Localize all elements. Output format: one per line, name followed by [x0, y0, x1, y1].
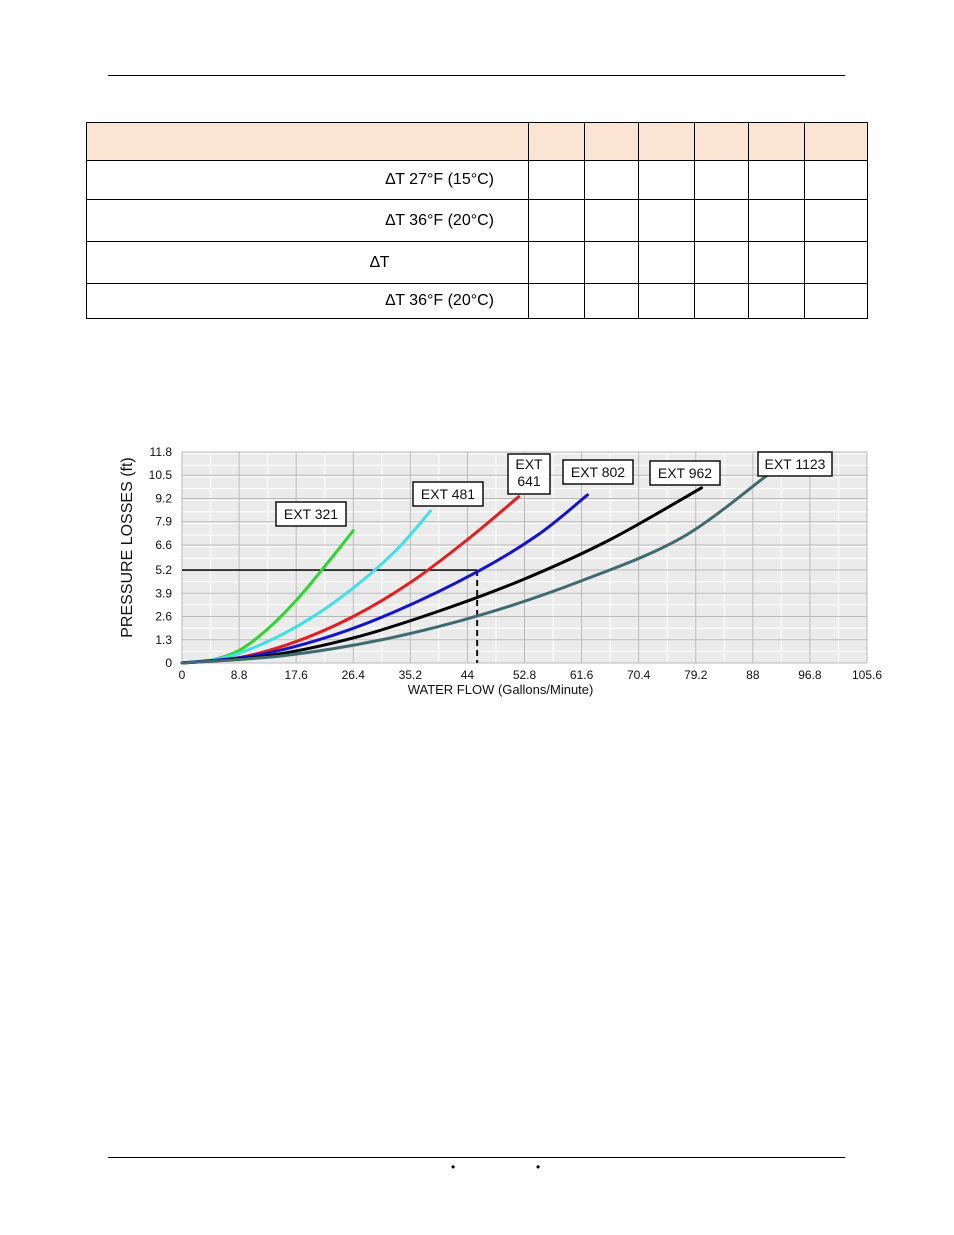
- table-cell: [748, 241, 805, 284]
- table-cell: [804, 160, 868, 200]
- table-cell: [584, 241, 639, 284]
- table-cell: [638, 199, 695, 242]
- table-cell: [638, 241, 695, 284]
- y-tick-label: 6.6: [155, 538, 172, 552]
- y-tick-label: 3.9: [155, 586, 172, 600]
- y-tick-label: 5.2: [155, 563, 172, 577]
- series-line-ext-481: [180, 509, 432, 665]
- footer-bullet: •: [536, 1160, 541, 1174]
- table-row: ∆T 27°F (15°C): [86, 160, 868, 200]
- table-row: ∆T: [86, 241, 868, 284]
- table-cell: [694, 283, 749, 319]
- table-cell: [694, 160, 749, 200]
- series-label-box-ext-321: [275, 501, 347, 527]
- table-cell: [694, 241, 749, 284]
- row-label: ∆T 36°F (20°C): [86, 283, 529, 319]
- table-cell: [804, 283, 868, 319]
- x-tick-label: 17.6: [284, 668, 308, 682]
- y-tick-label: 9.2: [155, 491, 172, 505]
- table-cell: [694, 199, 749, 242]
- header-cell: [584, 122, 639, 161]
- header-cell: [86, 122, 529, 161]
- y-tick-label: 1.3: [155, 633, 172, 647]
- y-tick-label: 2.6: [155, 610, 172, 624]
- x-tick-label: 0: [179, 668, 186, 682]
- series-label-ext-321: EXT 321: [284, 506, 338, 522]
- series-label-ext-962: EXT 962: [658, 465, 712, 481]
- table-cell: [638, 160, 695, 200]
- x-tick-label: 70.4: [627, 668, 651, 682]
- header-cell: [528, 122, 585, 161]
- series-label-ext-802: EXT 802: [571, 464, 625, 480]
- x-tick-label: 26.4: [342, 668, 366, 682]
- header-cell: [638, 122, 695, 161]
- series-label-ext-641: 641: [517, 473, 541, 489]
- spec-table: ∆T 27°F (15°C) ∆T 36°F (20°C) ∆T ∆T 36°F…: [86, 122, 868, 319]
- x-tick-label: 88: [746, 668, 760, 682]
- table-cell: [748, 283, 805, 319]
- table-cell: [804, 199, 868, 242]
- y-tick-label: 10.5: [149, 468, 173, 482]
- table-row: ∆T 36°F (20°C): [86, 199, 868, 242]
- series-label-box-ext-962: [649, 460, 721, 486]
- x-tick-label: 96.8: [798, 668, 822, 682]
- series-label-box-ext-641: [507, 453, 551, 495]
- table-cell: [638, 283, 695, 319]
- x-tick-label: 35.2: [399, 668, 423, 682]
- row-label: ∆T 27°F (15°C): [86, 160, 529, 200]
- series-label-box-ext-802: [562, 459, 634, 485]
- series-label-box-ext-1123: [757, 451, 833, 477]
- series-label-ext-641: EXT: [515, 456, 543, 472]
- x-tick-label: 44: [461, 668, 475, 682]
- footer-bullet: •: [451, 1160, 456, 1174]
- x-tick-label: 8.8: [231, 668, 248, 682]
- table-cell: [584, 199, 639, 242]
- table-row: ∆T 36°F (20°C): [86, 283, 868, 319]
- table-cell: [528, 241, 585, 284]
- x-axis-label: WATER FLOW (Gallons/Minute): [408, 682, 594, 697]
- y-tick-label: 7.9: [155, 515, 172, 529]
- series-label-ext-481: EXT 481: [421, 486, 475, 502]
- series-label-box-ext-481: [412, 481, 484, 507]
- header-cell: [694, 122, 749, 161]
- header-rule: [108, 75, 845, 76]
- x-tick-label: 79.2: [684, 668, 708, 682]
- row-label: ∆T 36°F (20°C): [86, 199, 529, 242]
- y-tick-label: 0: [165, 656, 172, 670]
- table-cell: [748, 160, 805, 200]
- pressure-loss-chart: 0 8.8 17.6 26.4 35.2 44 52.8 61.6 70.4 79.2 88 96.8…: [119, 445, 882, 697]
- header-cell: [748, 122, 805, 161]
- footer-rule: [108, 1157, 845, 1158]
- table-cell: [584, 283, 639, 319]
- table-cell: [528, 283, 585, 319]
- x-tick-label: 61.6: [570, 668, 594, 682]
- x-tick-label: 52.8: [513, 668, 537, 682]
- table-cell: [748, 199, 805, 242]
- series-line-ext-802: [180, 493, 589, 665]
- series-line-ext-1123: [180, 473, 769, 665]
- header-cell: [804, 122, 868, 161]
- y-axis-label: PRESSURE LOSSES (ft): [119, 457, 136, 638]
- table-cell: [584, 160, 639, 200]
- y-tick-label: 11.8: [150, 445, 173, 459]
- table-cell: [528, 199, 585, 242]
- row-label: ∆T: [86, 241, 529, 284]
- table-header-row: [86, 122, 868, 161]
- table-cell: [528, 160, 585, 200]
- series-label-ext-1123: EXT 1123: [765, 456, 826, 472]
- table-cell: [804, 241, 868, 284]
- x-tick-label: 105.6: [852, 668, 882, 682]
